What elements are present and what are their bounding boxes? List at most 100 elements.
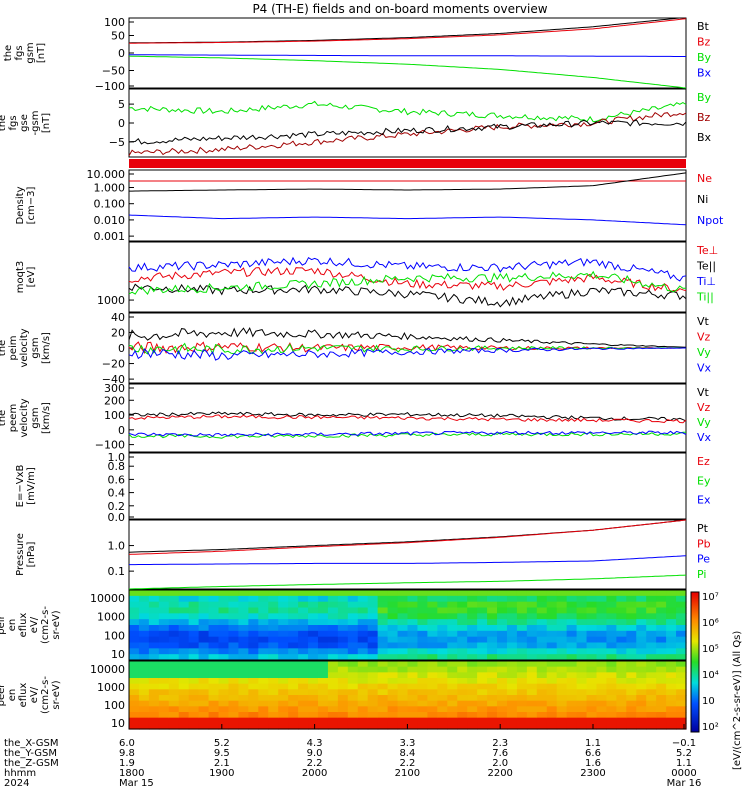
spectrogram-cell	[676, 684, 687, 690]
spectrogram-cell	[139, 596, 150, 602]
spectrogram-cell	[189, 684, 200, 690]
spectrogram-cell	[248, 678, 259, 684]
spectrogram-cell	[626, 648, 637, 654]
spectrogram-cell	[487, 706, 498, 712]
spectrogram-cell	[626, 637, 637, 643]
y-tick-label: 20	[111, 326, 125, 339]
spectrogram-cell	[676, 678, 687, 684]
spectrogram-cell	[288, 701, 299, 707]
spectrogram-cell	[626, 613, 637, 619]
spectrogram-cell	[497, 619, 508, 625]
spectrogram-cell	[547, 695, 558, 701]
spectrogram-cell	[537, 613, 548, 619]
spectrogram-cell	[169, 637, 180, 643]
spectrogram-cell	[278, 625, 289, 631]
spectrogram-cell	[258, 689, 269, 695]
overview-plot: P4 (TH-E) fields and on-board moments ov…	[0, 0, 750, 800]
spectrogram-cell	[139, 672, 150, 678]
spectrogram-cell	[388, 613, 399, 619]
spectrogram-cell	[398, 701, 409, 707]
spectrogram-cell	[477, 643, 488, 649]
spectrogram-cell	[228, 661, 239, 667]
spectrogram-cell	[228, 712, 239, 718]
y-tick-label: −50	[102, 65, 125, 78]
y-tick-label: 50	[111, 30, 125, 43]
spectrogram-cell	[238, 718, 249, 724]
spectrogram-cell	[616, 667, 627, 673]
spectrogram-cell	[477, 706, 488, 712]
spectrogram-cell	[149, 625, 160, 631]
spectrogram-cell	[507, 625, 518, 631]
spectrogram-cell	[596, 695, 607, 701]
spectrogram-cell	[527, 718, 538, 724]
spectrogram-cell	[298, 701, 309, 707]
spectrogram-cell	[517, 661, 528, 667]
spectrogram-cell	[288, 695, 299, 701]
spectrogram-cell	[408, 667, 419, 673]
spectrogram-cell	[636, 608, 647, 614]
spectrogram-cell	[328, 596, 339, 602]
spectrogram-cell	[656, 684, 667, 690]
spectrogram-cell	[437, 590, 448, 596]
spectrogram-cell	[129, 718, 140, 724]
spectrogram-cell	[169, 695, 180, 701]
spectrogram-cell	[417, 706, 428, 712]
spectrogram-cell	[487, 631, 498, 637]
spectrogram-cell	[427, 689, 438, 695]
spectrogram-cell	[248, 661, 259, 667]
spectrogram-cell	[656, 637, 667, 643]
spectrogram-cell	[199, 678, 210, 684]
spectrogram-cell	[268, 667, 279, 673]
spectrogram-cell	[577, 667, 588, 673]
spectrogram-cell	[487, 689, 498, 695]
spectrogram-cell	[308, 648, 319, 654]
colorbar-tick: 10⁳	[702, 696, 715, 707]
spectrogram-cell	[567, 637, 578, 643]
spectrogram-cell	[457, 602, 468, 608]
spectrogram-cell	[328, 684, 339, 690]
spectrogram-cell	[228, 625, 239, 631]
spectrogram-cell	[447, 643, 458, 649]
spectrogram-cell	[477, 701, 488, 707]
spectrogram-cell	[606, 701, 617, 707]
spectrogram-cell	[616, 689, 627, 695]
spectrogram-cell	[378, 667, 389, 673]
spectrogram-cell	[567, 718, 578, 724]
spectrogram-cell	[547, 712, 558, 718]
spectrogram-cell	[507, 613, 518, 619]
y-label-line: peer	[0, 683, 7, 707]
spectrogram-cell	[398, 631, 409, 637]
spectrogram-cell	[378, 602, 389, 608]
spectrogram-cell	[288, 672, 299, 678]
spectrogram-cell	[417, 613, 428, 619]
spectrogram-cell	[666, 689, 677, 695]
spectrogram-cell	[149, 637, 160, 643]
spectrogram-cell	[656, 648, 667, 654]
spectrogram-cell	[288, 689, 299, 695]
spectrogram-cell	[219, 701, 230, 707]
spectrogram-cell	[248, 684, 259, 690]
panel-peem_vel: 3002001000−100the peem velocity gsm [km/s]Vt…	[0, 382, 712, 452]
spectrogram-cell	[288, 596, 299, 602]
spectrogram-cell	[646, 613, 657, 619]
spectrogram-cell	[179, 631, 190, 637]
series-line-Npot	[129, 215, 686, 225]
spectrogram-cell	[348, 678, 359, 684]
spectrogram-cell	[268, 643, 279, 649]
spectrogram-cell	[268, 596, 279, 602]
spectrogram-cell	[666, 625, 677, 631]
spectrogram-cell	[318, 590, 329, 596]
spectrogram-cell	[139, 590, 150, 596]
spectrogram-cell	[169, 701, 180, 707]
spectrogram-cell	[626, 602, 637, 608]
spectrogram-cell	[596, 712, 607, 718]
spectrogram-cell	[219, 689, 230, 695]
spectrogram-cell	[348, 619, 359, 625]
spectrogram-cell	[457, 637, 468, 643]
spectrogram-cell	[278, 701, 289, 707]
series-line-Bx	[129, 120, 686, 144]
spectrogram-cell	[517, 684, 528, 690]
y-label-line: [mV/m]	[26, 467, 37, 505]
spectrogram-cell	[596, 689, 607, 695]
spectrogram-cell	[527, 701, 538, 707]
